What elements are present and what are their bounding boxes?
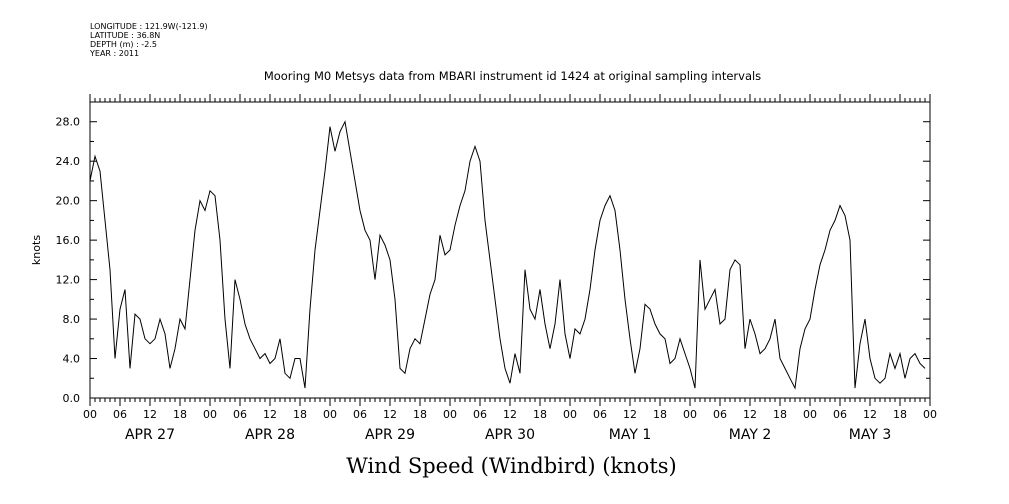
hour-tick-label: 18 bbox=[893, 408, 907, 421]
hour-tick-label: 06 bbox=[113, 408, 127, 421]
hour-tick-label: 00 bbox=[323, 408, 337, 421]
hour-tick-label: 18 bbox=[533, 408, 547, 421]
day-label: APR 28 bbox=[245, 427, 295, 443]
minor-ticks bbox=[89, 98, 931, 402]
hour-tick-label: 12 bbox=[143, 408, 157, 421]
y-tick-label: 28.0 bbox=[56, 116, 81, 129]
x-axis: 00 06 12 18 00 06 12 18 00 06 12 18 00 06 12 18 00 06 12 18… bbox=[83, 94, 937, 443]
hour-tick-label: 06 bbox=[713, 408, 727, 421]
hour-tick-label: 12 bbox=[383, 408, 397, 421]
y-tick-label: 20.0 bbox=[56, 195, 81, 208]
hour-tick-label: 06 bbox=[353, 408, 367, 421]
day-label: MAY 1 bbox=[609, 427, 651, 443]
variable-title: Wind Speed (Windbird) (knots) bbox=[346, 454, 677, 478]
hour-tick-label: 00 bbox=[83, 408, 97, 421]
hour-tick-label: 18 bbox=[653, 408, 667, 421]
hour-tick-label: 18 bbox=[173, 408, 187, 421]
hour-tick-label: 18 bbox=[773, 408, 787, 421]
day-label: APR 29 bbox=[365, 427, 415, 443]
chart-title: Mooring M0 Metsys data from MBARI instru… bbox=[263, 69, 762, 83]
hour-tick-label: 12 bbox=[863, 408, 877, 421]
hour-tick-label: 00 bbox=[443, 408, 457, 421]
hour-tick-label: 12 bbox=[263, 408, 277, 421]
day-label: APR 27 bbox=[125, 427, 175, 443]
y-tick-label: 4.0 bbox=[63, 353, 81, 366]
hour-tick-label: 06 bbox=[233, 408, 247, 421]
y-tick-label: 8.0 bbox=[63, 313, 81, 326]
hour-tick-label: 12 bbox=[623, 408, 637, 421]
hour-tick-label: 06 bbox=[833, 408, 847, 421]
depth-text: DEPTH (m) : -2.5 bbox=[90, 40, 157, 49]
hour-tick-label: 18 bbox=[293, 408, 307, 421]
day-label: MAY 3 bbox=[849, 427, 891, 443]
hour-tick-label: 00 bbox=[923, 408, 937, 421]
hour-tick-label: 00 bbox=[803, 408, 817, 421]
day-label: APR 30 bbox=[485, 427, 535, 443]
latitude-text: LATITUDE : 36.8N bbox=[90, 31, 161, 40]
y-axis-label: knots bbox=[30, 235, 43, 265]
hour-tick-label: 12 bbox=[743, 408, 757, 421]
hour-tick-label: 00 bbox=[203, 408, 217, 421]
hour-tick-label: 06 bbox=[473, 408, 487, 421]
plot-frame bbox=[89, 101, 931, 399]
hour-tick-label: 18 bbox=[413, 408, 427, 421]
hour-tick-label: 12 bbox=[503, 408, 517, 421]
hour-tick-label: 00 bbox=[563, 408, 577, 421]
y-tick-label: 16.0 bbox=[56, 234, 81, 247]
hour-tick-label: 00 bbox=[683, 408, 697, 421]
day-label: MAY 2 bbox=[729, 427, 771, 443]
y-tick-label: 24.0 bbox=[56, 155, 81, 168]
metadata-block: LONGITUDE : 121.9W(-121.9) LATITUDE : 36… bbox=[90, 22, 208, 58]
y-axis: 0.0 4.0 8.0 12.0 16.0 20.0 24.0 28.0 bbox=[56, 116, 930, 405]
y-tick-label: 12.0 bbox=[56, 274, 81, 287]
hour-tick-label: 06 bbox=[593, 408, 607, 421]
year-text: YEAR : 2011 bbox=[90, 49, 140, 58]
y-tick-label: 0.0 bbox=[63, 392, 81, 405]
series-group bbox=[89, 120, 926, 390]
longitude-text: LONGITUDE : 121.9W(-121.9) bbox=[90, 22, 208, 31]
wind-speed-line bbox=[89, 120, 926, 390]
